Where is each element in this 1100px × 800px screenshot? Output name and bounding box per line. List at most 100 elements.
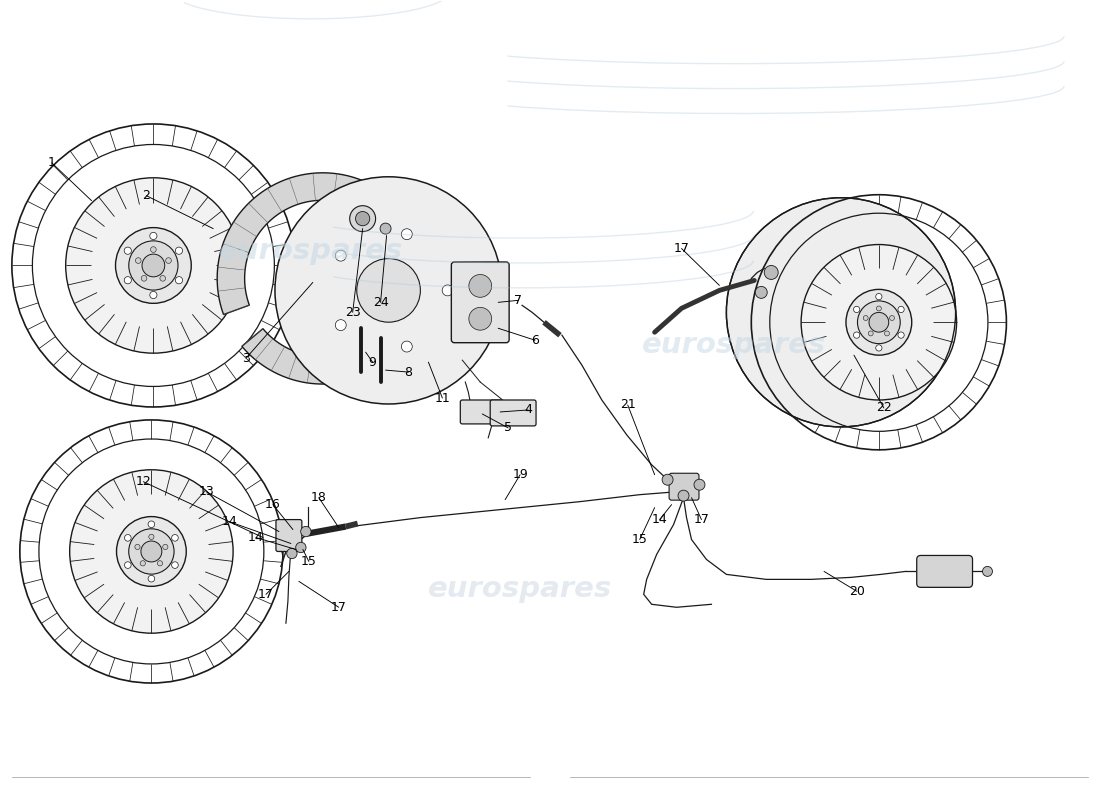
Circle shape bbox=[140, 561, 145, 566]
Circle shape bbox=[275, 177, 503, 404]
Text: 16: 16 bbox=[265, 498, 280, 511]
Circle shape bbox=[694, 479, 705, 490]
Circle shape bbox=[296, 542, 306, 553]
Circle shape bbox=[141, 541, 162, 562]
Circle shape bbox=[135, 544, 140, 550]
Text: 14: 14 bbox=[651, 513, 668, 526]
Polygon shape bbox=[217, 173, 415, 314]
FancyBboxPatch shape bbox=[491, 400, 536, 426]
Circle shape bbox=[160, 275, 166, 281]
Circle shape bbox=[469, 307, 492, 330]
Circle shape bbox=[355, 211, 370, 226]
Text: 11: 11 bbox=[434, 391, 450, 405]
FancyBboxPatch shape bbox=[451, 262, 509, 342]
Circle shape bbox=[129, 241, 178, 290]
Circle shape bbox=[148, 575, 155, 582]
Circle shape bbox=[172, 534, 178, 541]
Text: 24: 24 bbox=[373, 296, 388, 309]
Circle shape bbox=[150, 232, 157, 239]
Text: 17: 17 bbox=[331, 601, 346, 614]
Circle shape bbox=[662, 474, 673, 486]
FancyBboxPatch shape bbox=[916, 555, 972, 587]
FancyBboxPatch shape bbox=[460, 400, 503, 424]
Text: 6: 6 bbox=[531, 334, 539, 346]
Circle shape bbox=[66, 178, 241, 353]
Circle shape bbox=[142, 254, 165, 277]
Text: 4: 4 bbox=[524, 403, 532, 417]
Circle shape bbox=[150, 291, 157, 298]
Circle shape bbox=[876, 345, 882, 351]
Circle shape bbox=[117, 517, 186, 586]
Circle shape bbox=[402, 229, 412, 240]
Circle shape bbox=[148, 534, 154, 539]
Circle shape bbox=[876, 294, 882, 300]
Polygon shape bbox=[242, 286, 428, 384]
Circle shape bbox=[300, 526, 311, 537]
Circle shape bbox=[166, 258, 172, 263]
Text: 13: 13 bbox=[198, 485, 214, 498]
Circle shape bbox=[336, 320, 346, 330]
Text: 17: 17 bbox=[258, 588, 274, 601]
Text: 7: 7 bbox=[514, 294, 522, 307]
Circle shape bbox=[884, 331, 890, 336]
Circle shape bbox=[678, 490, 689, 501]
Circle shape bbox=[151, 246, 156, 253]
Text: 15: 15 bbox=[631, 533, 648, 546]
Text: 5: 5 bbox=[504, 422, 513, 434]
Text: 17: 17 bbox=[673, 242, 690, 255]
Text: 19: 19 bbox=[513, 468, 528, 482]
Text: eurospares: eurospares bbox=[428, 575, 613, 603]
Circle shape bbox=[141, 275, 147, 281]
Circle shape bbox=[846, 290, 912, 355]
Circle shape bbox=[442, 285, 453, 296]
Circle shape bbox=[898, 306, 904, 313]
Circle shape bbox=[756, 286, 767, 298]
Circle shape bbox=[12, 124, 295, 407]
Text: 18: 18 bbox=[311, 491, 327, 504]
Circle shape bbox=[982, 566, 992, 576]
Circle shape bbox=[726, 198, 956, 427]
Circle shape bbox=[350, 206, 375, 231]
Circle shape bbox=[135, 258, 141, 263]
Circle shape bbox=[751, 194, 1006, 450]
Circle shape bbox=[116, 228, 191, 303]
Text: 21: 21 bbox=[620, 398, 636, 411]
Circle shape bbox=[854, 332, 860, 338]
Circle shape bbox=[172, 562, 178, 568]
Circle shape bbox=[469, 274, 492, 298]
Text: eurospares: eurospares bbox=[642, 331, 826, 359]
Text: 17: 17 bbox=[693, 513, 710, 526]
Circle shape bbox=[877, 306, 881, 311]
Text: 1: 1 bbox=[47, 156, 56, 170]
Circle shape bbox=[336, 250, 346, 261]
Text: eurospares: eurospares bbox=[219, 237, 403, 265]
Circle shape bbox=[20, 420, 283, 683]
Circle shape bbox=[124, 562, 131, 568]
Circle shape bbox=[124, 247, 131, 254]
Circle shape bbox=[890, 315, 894, 321]
Text: 3: 3 bbox=[242, 352, 250, 365]
Circle shape bbox=[175, 277, 183, 284]
Circle shape bbox=[356, 258, 420, 322]
Text: 2: 2 bbox=[143, 190, 151, 202]
Text: 9: 9 bbox=[368, 356, 376, 369]
Circle shape bbox=[124, 277, 131, 284]
Circle shape bbox=[69, 470, 233, 633]
FancyBboxPatch shape bbox=[669, 474, 698, 500]
Circle shape bbox=[287, 548, 297, 558]
Circle shape bbox=[801, 245, 957, 400]
Text: 20: 20 bbox=[849, 585, 865, 598]
Circle shape bbox=[764, 266, 778, 279]
Circle shape bbox=[858, 301, 900, 344]
Circle shape bbox=[175, 247, 183, 254]
Circle shape bbox=[129, 529, 174, 574]
FancyBboxPatch shape bbox=[276, 519, 301, 551]
Circle shape bbox=[869, 313, 889, 332]
Circle shape bbox=[163, 544, 168, 550]
Text: 12: 12 bbox=[135, 475, 152, 488]
Circle shape bbox=[898, 332, 904, 338]
Circle shape bbox=[124, 534, 131, 541]
Circle shape bbox=[864, 315, 868, 321]
Circle shape bbox=[381, 223, 392, 234]
Text: 23: 23 bbox=[344, 306, 361, 319]
